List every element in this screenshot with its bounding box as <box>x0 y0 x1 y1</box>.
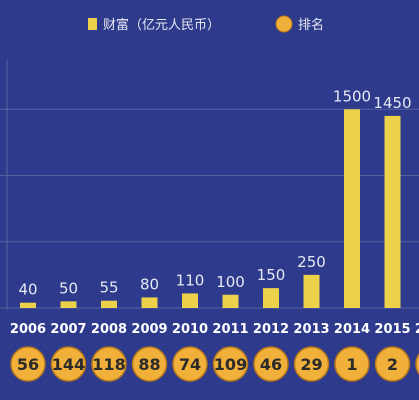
rank-label: 46 <box>260 355 282 374</box>
rank-badge <box>212 346 249 382</box>
x-tick-label: 2011 <box>212 322 248 337</box>
rank-label: 1 <box>346 355 357 374</box>
legend-rank-badge-icon <box>275 15 293 33</box>
rank-label: 74 <box>179 355 201 374</box>
bar <box>303 274 320 308</box>
x-tick-label: 2015 <box>374 322 410 337</box>
rank-badge <box>172 346 208 382</box>
x-tick-label: 2007 <box>50 322 86 337</box>
x-tick-label: 2008 <box>91 322 127 337</box>
rank-label: 118 <box>92 355 125 374</box>
bars <box>20 109 401 309</box>
rank-label: 88 <box>138 355 160 374</box>
rank-badges: 5614411888741094629122 <box>10 346 419 382</box>
legend: 财富（亿元人民币） 排名 <box>88 15 324 33</box>
rank-badge <box>374 346 411 382</box>
bar <box>344 109 360 309</box>
bar <box>222 294 239 308</box>
rank-label: 56 <box>17 355 39 374</box>
value-label: 150 <box>257 266 286 284</box>
legend-rank-label: 排名 <box>298 17 324 33</box>
rank-label: 109 <box>214 355 247 374</box>
x-tick-label: 2010 <box>172 322 208 337</box>
rank-badge <box>334 346 370 382</box>
bar <box>384 115 401 309</box>
x-tick-label: 2016 <box>415 322 419 337</box>
x-tick-label: 2006 <box>10 322 46 337</box>
bar <box>101 300 117 308</box>
rank-badge <box>253 346 289 382</box>
rank-badge <box>91 346 127 382</box>
legend-wealth-swatch <box>88 18 97 30</box>
rank-badge <box>50 346 87 382</box>
rank-label: 29 <box>300 355 322 374</box>
value-label: 50 <box>59 279 78 297</box>
x-tick-labels: 2006 2007 2008 2009 2010 2011 2012 2013 2014 2015… <box>10 322 419 337</box>
value-label: 1450 <box>373 94 411 112</box>
legend-wealth-label: 财富（亿元人民币） <box>103 17 220 33</box>
value-label: 250 <box>297 253 326 271</box>
x-tick-label: 2012 <box>253 322 289 337</box>
value-label: 40 <box>18 281 37 299</box>
value-label: 1500 <box>333 87 371 105</box>
rank-label: 2 <box>387 355 398 374</box>
x-tick-label: 2009 <box>131 322 167 337</box>
bar <box>20 302 36 308</box>
value-label: 55 <box>99 279 118 297</box>
rank-badge <box>10 346 46 382</box>
rank-label: 144 <box>52 355 85 374</box>
rank-badge <box>293 346 330 382</box>
bar <box>60 301 77 308</box>
bar <box>141 297 158 308</box>
x-tick-label: 2014 <box>334 322 370 337</box>
value-label: 100 <box>216 273 245 291</box>
x-tick-label: 2013 <box>293 322 329 337</box>
rank-badge <box>131 346 168 382</box>
value-label: 110 <box>176 271 205 289</box>
value-label: 80 <box>140 275 159 293</box>
rank-badge <box>415 353 419 375</box>
bar <box>182 293 198 308</box>
bar <box>263 288 279 308</box>
